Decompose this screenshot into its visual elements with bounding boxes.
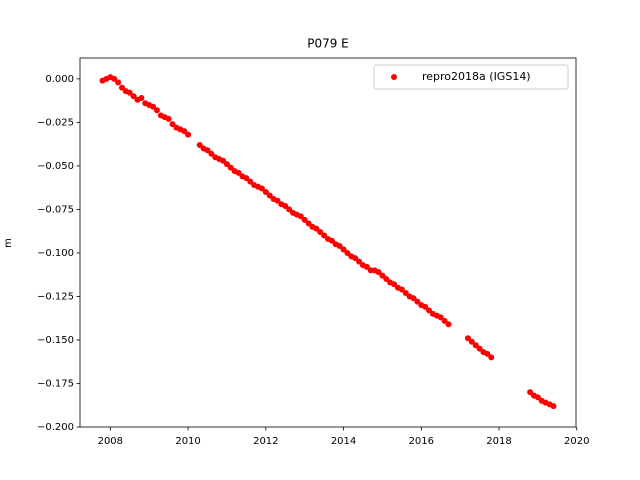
point [410,295,417,302]
point [150,103,157,110]
y-tick-label: −0.100 [37,248,74,259]
point [227,164,234,171]
point [356,258,363,265]
point [484,350,491,357]
point [282,202,289,209]
point [126,89,133,96]
axes-frame [79,57,577,428]
point [426,307,433,314]
point [336,242,343,249]
point [527,389,534,396]
point [464,335,471,342]
y-tick-label: −0.025 [37,117,74,128]
point [196,142,203,149]
point [220,157,227,164]
point [340,246,347,253]
point [235,169,242,176]
y-axis-label: m [3,238,14,248]
point [258,185,265,192]
point [286,206,293,213]
point [301,216,308,223]
point [476,345,483,352]
point [422,303,429,310]
point [398,286,405,293]
point [305,220,312,227]
y-tick-label: −0.125 [37,291,74,302]
point [223,161,230,168]
point [534,394,541,401]
point [317,229,324,236]
x-tick-label: 2016 [409,436,434,447]
legend-box [373,64,569,90]
legend-marker [391,74,397,80]
point [111,75,118,82]
y-tick-label: −0.175 [37,378,74,389]
point [321,232,328,239]
point [115,79,122,86]
y-tick-label: −0.050 [37,161,74,172]
point [363,263,370,270]
point [344,249,351,256]
point [185,131,192,138]
point [375,269,382,276]
point [165,115,172,122]
x-tick-label: 2010 [175,436,200,447]
point [402,289,409,296]
point [247,178,254,185]
x-tick-label: 2008 [98,436,123,447]
point [550,403,557,410]
legend-label: repro2018a (IGS14) [422,70,531,83]
point [118,84,125,91]
point [379,272,386,279]
point [169,121,176,128]
point [472,342,479,349]
point [297,213,304,220]
point [243,175,250,182]
point [208,150,215,157]
point [437,314,444,321]
point [153,107,160,114]
y-tick-label: 0.000 [45,74,74,85]
x-tick-label: 2018 [486,436,511,447]
point [468,338,475,345]
point [204,147,211,154]
point [274,197,281,204]
point [488,354,495,361]
point [352,255,359,262]
point [313,225,320,232]
point [383,276,390,283]
x-tick-label: 2020 [564,436,589,447]
point [445,321,452,328]
point [414,298,421,305]
x-tick-label: 2014 [331,436,356,447]
point [262,189,269,196]
point [138,95,145,102]
point [441,317,448,324]
point [181,128,188,135]
y-tick-label: −0.075 [37,204,74,215]
point [391,281,398,288]
point [266,192,273,199]
point [130,93,137,100]
plot-area [99,74,557,410]
chart-title: P079 E [307,37,349,51]
point [328,237,335,244]
x-tick-label: 2012 [253,436,278,447]
y-tick-label: −0.150 [37,335,74,346]
y-tick-label: −0.200 [37,422,74,433]
